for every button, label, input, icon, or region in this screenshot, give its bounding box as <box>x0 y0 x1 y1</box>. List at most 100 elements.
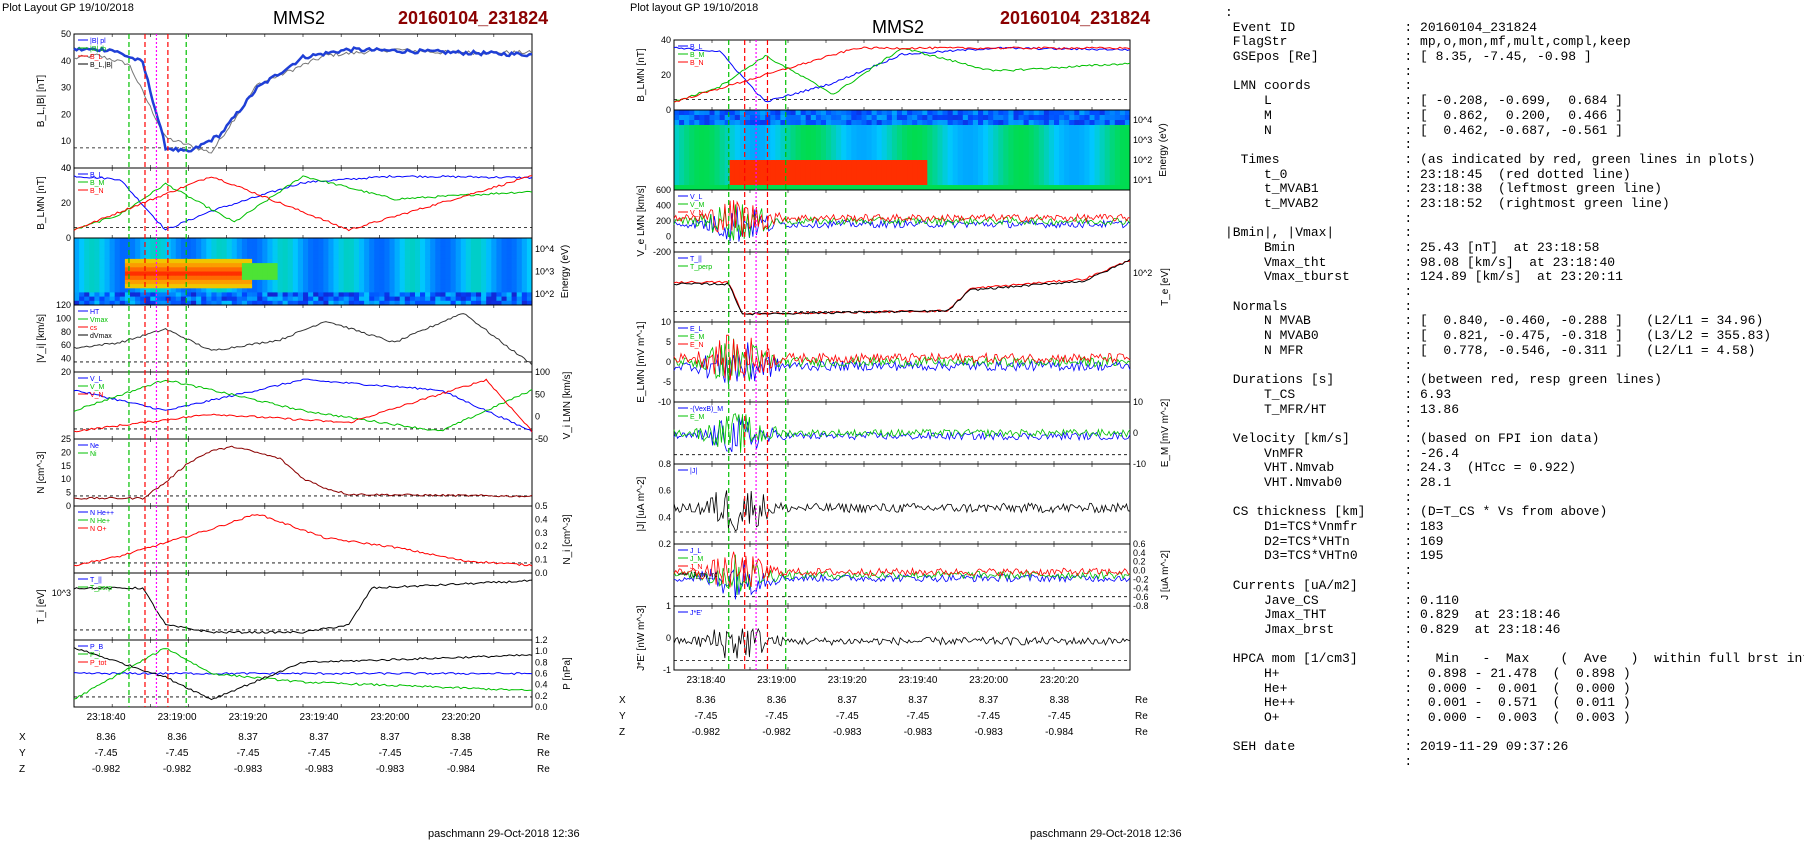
spectrogram-cell <box>119 254 126 260</box>
spectrogram-cell <box>440 242 446 247</box>
spectrogram-cell <box>719 185 726 191</box>
spectrogram-cell <box>841 125 847 131</box>
spectrogram-cell <box>394 284 401 289</box>
spectrogram-cell <box>1023 115 1030 121</box>
spectrogram-cell <box>1018 110 1024 116</box>
spectrogram-cell <box>491 279 497 285</box>
spectrogram-cell <box>511 271 518 277</box>
spectrogram-cell <box>89 279 95 285</box>
spectrogram-cell <box>394 263 401 268</box>
spectrogram-cell <box>856 155 862 161</box>
spectrogram-cell <box>1094 110 1100 116</box>
spectrogram-cell <box>399 271 406 277</box>
spectrogram-cell <box>109 263 116 268</box>
middle-time-tick-label: 23:20:00 <box>969 675 1008 686</box>
spectrogram-cell <box>323 279 329 285</box>
spectrogram-cell <box>267 275 273 281</box>
spectrogram-cell <box>734 130 741 136</box>
spectrogram-cell <box>891 155 898 161</box>
spectrogram-cell <box>252 246 258 251</box>
spectrogram-cell <box>983 125 989 131</box>
spectrogram-cell <box>343 279 350 285</box>
spectrogram-cell <box>972 160 979 166</box>
spectrogram-cell <box>399 238 406 243</box>
spectrogram-cell <box>1033 170 1040 176</box>
spectrogram-cell <box>170 271 177 277</box>
spectrogram-cell <box>231 284 238 289</box>
spectrogram-cell <box>343 284 350 289</box>
left-ephem-row-label: Z <box>19 764 25 775</box>
spectrogram-cell <box>952 130 959 136</box>
spectrogram-cell <box>820 180 827 186</box>
spectrogram-cell <box>501 279 507 285</box>
spectrogram-cell <box>369 271 375 277</box>
spectrogram-cell <box>318 263 324 268</box>
spectrogram-cell <box>333 279 339 285</box>
spectrogram-cell <box>308 288 314 293</box>
spectrogram-cell <box>679 155 685 161</box>
spectrogram-cell <box>257 275 263 281</box>
spectrogram-cell <box>297 250 304 256</box>
spectrogram-cell <box>826 125 832 131</box>
spectrogram-cell <box>957 155 964 161</box>
spectrogram-cell <box>308 267 314 272</box>
spectrogram-cell <box>907 110 913 116</box>
spectrogram-cell <box>308 250 314 256</box>
left-ephem-row-label: X <box>19 732 26 743</box>
spectrogram-cell <box>1059 120 1065 126</box>
spectrogram-cell <box>861 155 867 161</box>
spectrogram-cell <box>739 110 746 116</box>
spectrogram-cell <box>1074 165 1080 171</box>
spectrogram-cell <box>1003 135 1009 141</box>
spectrogram-cell <box>170 246 177 251</box>
spectrogram-cell <box>932 130 938 136</box>
spectrogram-cell <box>486 250 492 256</box>
spectrogram-cell <box>800 175 807 181</box>
spectrogram-cell <box>983 110 989 116</box>
left-panel-8-ytick-label: 0.2 <box>535 691 548 701</box>
spectrogram-cell <box>104 300 110 306</box>
spectrogram-cell <box>1003 185 1009 191</box>
spectrogram-cell <box>750 155 756 161</box>
spectrogram-cell <box>1104 110 1111 116</box>
spectrogram-cell <box>379 288 385 293</box>
spectrogram-cell <box>775 130 781 136</box>
spectrogram-cell <box>800 155 807 161</box>
spectrogram-cell <box>155 288 161 293</box>
spectrogram-cell <box>917 130 923 136</box>
spectrogram-cell <box>338 254 345 260</box>
spectrogram-cell <box>983 175 989 181</box>
left-panel-6-ylabel: N_i [cm^-3] <box>562 514 573 564</box>
spectrogram-cell <box>506 263 513 268</box>
spectrogram-cell <box>465 279 472 285</box>
spectrogram-cell <box>257 296 263 302</box>
spectrogram-cell <box>496 263 502 268</box>
spectrogram-cell <box>353 279 360 285</box>
spectrogram-cell <box>912 180 918 186</box>
info-line: : <box>1225 754 1413 770</box>
spectrogram-cell <box>1074 185 1080 191</box>
info-line: : <box>1225 636 1413 652</box>
spectrogram-cell <box>699 150 705 156</box>
spectrogram-cell <box>957 180 964 186</box>
spectrogram-cell <box>399 292 406 297</box>
spectrogram-cell <box>998 175 1004 181</box>
spectrogram-cell <box>810 145 817 151</box>
spectrogram-cell <box>420 242 426 247</box>
spectrogram-cell <box>74 292 80 297</box>
left-plot-spacecraft: MMS2 <box>273 8 326 28</box>
spectrogram-cell <box>99 279 105 285</box>
left-panel-1-series-bm <box>73 175 533 231</box>
spectrogram-cell <box>196 271 202 277</box>
spectrogram-cell <box>287 271 294 277</box>
spectrogram-cell <box>993 120 999 126</box>
spectrogram-cell <box>450 284 457 289</box>
spectrogram-cell <box>952 145 959 151</box>
spectrogram-cell <box>267 271 273 277</box>
spectrogram-cell <box>1048 115 1055 121</box>
spectrogram-cell <box>516 238 523 243</box>
spectrogram-cell <box>750 180 756 186</box>
spectrogram-cell <box>972 125 979 131</box>
middle-panel-4-ylabel: E_LMN [mV m^-1] <box>636 321 647 403</box>
spectrogram-cell <box>496 267 502 272</box>
